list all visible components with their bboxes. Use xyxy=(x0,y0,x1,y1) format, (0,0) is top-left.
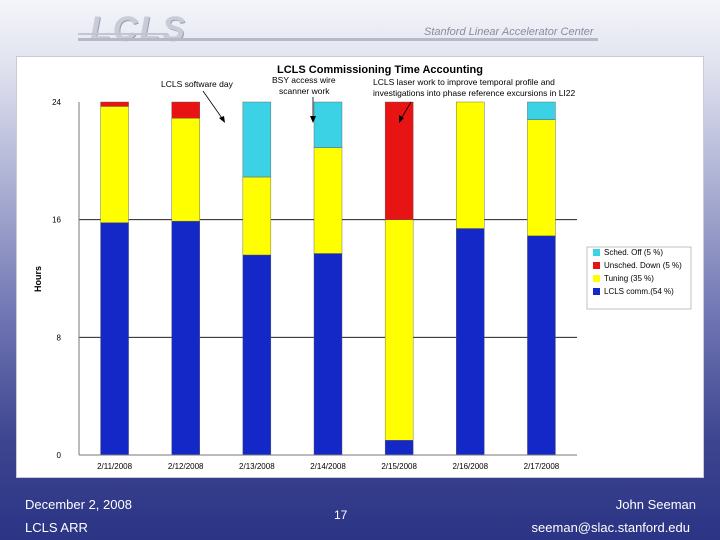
bar-segment xyxy=(527,101,556,120)
y-tick-label: 0 xyxy=(57,451,62,460)
header-rule-short xyxy=(78,33,168,35)
footer-email: seeman@slac.stanford.edu xyxy=(531,520,690,535)
bar-segment xyxy=(171,117,200,222)
x-tick-label: 2/17/2008 xyxy=(524,462,560,471)
legend-label: Sched. Off (5 %) xyxy=(604,248,663,257)
legend-swatch xyxy=(593,288,600,295)
y-tick-label: 24 xyxy=(52,98,61,107)
y-tick-label: 8 xyxy=(57,333,62,342)
bar-segment xyxy=(100,106,129,223)
bar-segment xyxy=(384,219,414,441)
y-tick-label: 16 xyxy=(52,216,61,225)
annotation-bsy-access: BSY access wire scanner work xyxy=(272,75,338,96)
bar-segment xyxy=(313,147,343,254)
legend-swatch xyxy=(593,249,600,256)
legend-swatch xyxy=(593,275,600,282)
bar-segment xyxy=(100,101,129,107)
organization-name: Stanford Linear Accelerator Center xyxy=(424,26,594,38)
footer-date: December 2, 2008 xyxy=(25,497,132,512)
bar-segment xyxy=(313,253,343,456)
legend-box xyxy=(586,246,692,310)
bar-segment xyxy=(171,220,200,456)
x-tick-label: 2/13/2008 xyxy=(239,462,275,471)
x-tick-label: 2/12/2008 xyxy=(168,462,204,471)
header-rule xyxy=(78,38,598,41)
bar-segment xyxy=(242,254,272,456)
arrowhead-bsy xyxy=(310,116,316,123)
bar-segment xyxy=(527,119,556,237)
bar-segment xyxy=(242,101,272,178)
slide-footer: December 2, 2008 LCLS ARR 17 John Seeman… xyxy=(0,480,720,540)
chart-title: LCLS Commissioning Time Accounting xyxy=(277,64,483,76)
footer-event: LCLS ARR xyxy=(25,520,88,535)
bar-segment xyxy=(384,440,414,456)
bar-segment xyxy=(456,228,485,456)
chart-legend: Sched. Off (5 %) Unsched. Down (5 %) Tunin… xyxy=(586,246,692,310)
bar-segment xyxy=(171,101,200,119)
legend-swatch xyxy=(593,262,600,269)
legend-label: Tuning (35 %) xyxy=(604,274,654,283)
legend-label: Unsched. Down (5 %) xyxy=(604,261,682,270)
slide-header: LCLS Stanford Linear Accelerator Center xyxy=(0,0,720,58)
annotation-arrow-laser xyxy=(400,101,412,120)
legend-label: LCLS comm.(54 %) xyxy=(604,287,674,296)
annotation-software-day: LCLS software day xyxy=(161,79,234,89)
page-number: 17 xyxy=(334,508,348,522)
arrowhead-software-day xyxy=(219,116,225,123)
y-axis-label: Hours xyxy=(33,266,43,292)
bar-segment xyxy=(527,235,556,456)
bar-segment xyxy=(456,101,485,229)
chart-panel: 0 8 16 24 2/11/2008 2/12/2008 2/13/2008 2/14/2… xyxy=(16,56,704,478)
bar-segment xyxy=(100,222,129,456)
x-tick-label: 2/15/2008 xyxy=(381,462,417,471)
arrowhead-laser xyxy=(399,115,404,123)
footer-author: John Seeman xyxy=(615,497,696,512)
annotation-arrow-software-day xyxy=(202,90,225,122)
bar-segment xyxy=(242,176,272,256)
bar-segment xyxy=(313,101,343,148)
lcls-logo: LCLS xyxy=(90,10,187,48)
x-tick-label: 2/14/2008 xyxy=(310,462,346,471)
stacked-bar-chart: 0 8 16 24 2/11/2008 2/12/2008 2/13/2008 2/14/2… xyxy=(33,64,692,471)
x-tick-label: 2/11/2008 xyxy=(97,462,133,471)
annotation-laser-work: LCLS laser work to improve temporal prof… xyxy=(373,77,576,98)
x-tick-label: 2/16/2008 xyxy=(452,462,488,471)
